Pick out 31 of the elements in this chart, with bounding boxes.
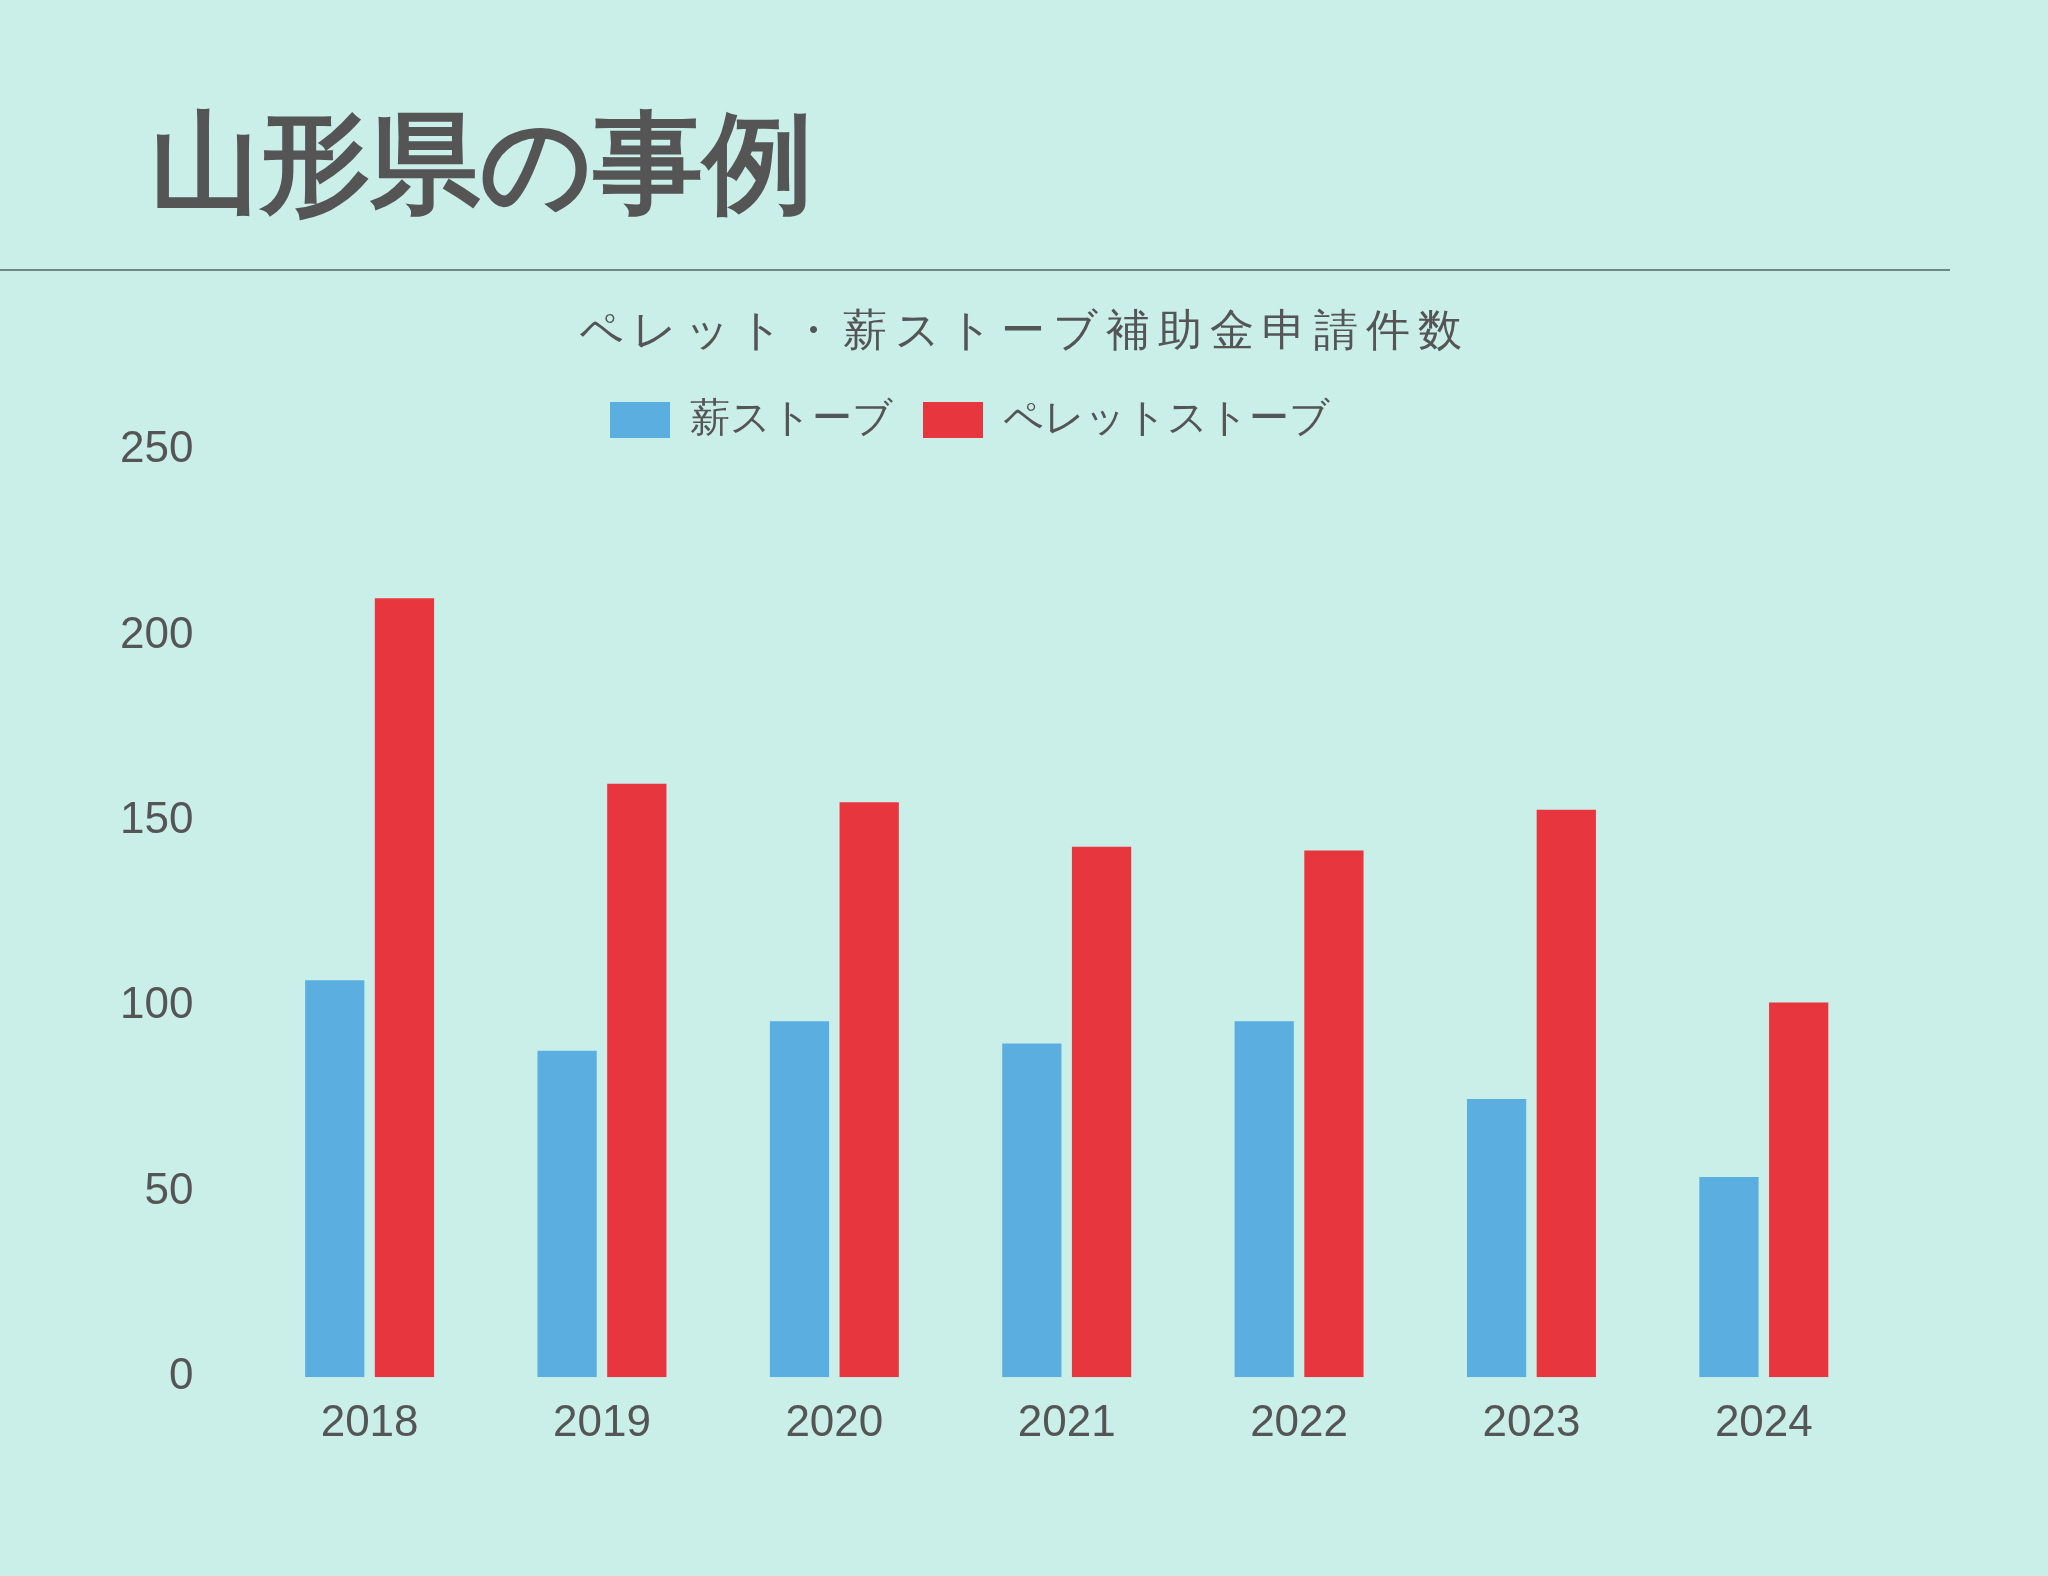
- bar: [374, 598, 435, 1378]
- chart-title: 山形県の事例: [0, 0, 1950, 271]
- bar: [1536, 809, 1596, 1378]
- bar: [769, 1021, 830, 1378]
- y-tick-label: 0: [168, 1349, 194, 1399]
- x-tick-label: 2019: [553, 1395, 651, 1445]
- bar: [1304, 850, 1364, 1378]
- bar: [1769, 1002, 1829, 1378]
- y-tick-label: 50: [144, 1163, 194, 1213]
- y-tick-label: 200: [119, 607, 194, 657]
- x-tick-label: 2018: [320, 1395, 419, 1445]
- legend-label: 薪ストーブ: [690, 395, 893, 440]
- y-tick-label: 250: [119, 422, 194, 472]
- bar: [1466, 1099, 1527, 1378]
- legend-label: ペレットストーブ: [1003, 395, 1330, 440]
- bar: [839, 802, 899, 1378]
- x-tick-label: 2024: [1714, 1395, 1813, 1445]
- bar: [607, 783, 667, 1378]
- bar: [537, 1050, 597, 1378]
- bar: [1234, 1021, 1294, 1378]
- bar: [1699, 1176, 1759, 1378]
- bar: [1002, 1043, 1062, 1378]
- y-tick-label: 150: [119, 793, 194, 843]
- y-tick-label: 100: [119, 978, 194, 1028]
- bar: [1071, 846, 1132, 1378]
- x-tick-label: 2022: [1250, 1395, 1349, 1445]
- x-tick-label: 2020: [785, 1395, 884, 1445]
- bar: [305, 980, 365, 1378]
- chart-subtitle: ペレット・薪ストーブ補助金申請件数: [577, 303, 1471, 357]
- x-tick-label: 2023: [1482, 1395, 1581, 1445]
- x-tick-label: 2021: [1017, 1395, 1116, 1445]
